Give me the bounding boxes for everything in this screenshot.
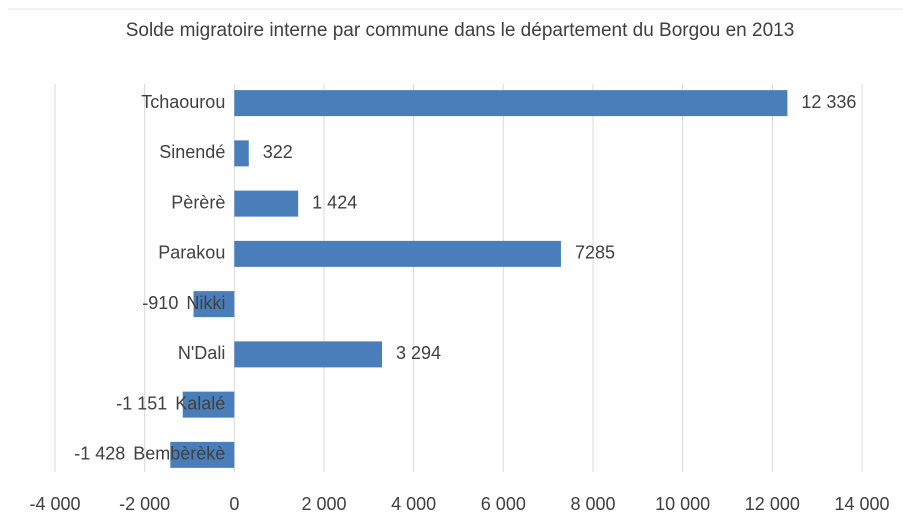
chart-title: Solde migratoire interne par commune dan… xyxy=(125,20,795,41)
bar xyxy=(182,391,235,418)
data-label: 12 336 xyxy=(801,92,856,112)
bar xyxy=(234,190,299,217)
y-tick-label: Parakou xyxy=(158,243,225,263)
data-label: 322 xyxy=(263,142,293,162)
x-tick-label: 2 000 xyxy=(301,494,346,514)
y-tick-label: Sinendé xyxy=(159,142,225,162)
data-label: 3 294 xyxy=(396,343,441,363)
y-tick-label: Bembèrèkè xyxy=(133,444,225,464)
bar xyxy=(234,341,383,368)
data-label: -1 428 xyxy=(74,444,125,464)
x-tick-label: 6 000 xyxy=(481,494,526,514)
data-label: 1 424 xyxy=(312,192,357,212)
bar xyxy=(234,90,788,117)
y-tick-label: Nikki xyxy=(186,293,225,313)
x-tick-label: 14 000 xyxy=(834,494,889,514)
bar xyxy=(170,441,235,468)
x-tick-label: 12 000 xyxy=(745,494,800,514)
x-tick-label: 4 000 xyxy=(391,494,436,514)
y-tick-label: N'Dali xyxy=(178,343,225,363)
data-label: 7285 xyxy=(575,243,615,263)
bar xyxy=(234,240,561,267)
y-tick-label: Tchaourou xyxy=(141,92,225,112)
y-tick-label: Kalalé xyxy=(175,393,225,413)
x-tick-label: 10 000 xyxy=(655,494,710,514)
bar xyxy=(193,291,235,318)
x-tick-label: -4 000 xyxy=(29,494,80,514)
data-label: -1 151 xyxy=(116,393,167,413)
data-label: -910 xyxy=(142,293,178,313)
x-tick-label: 0 xyxy=(229,494,239,514)
y-tick-label: Pèrèrè xyxy=(171,192,225,212)
x-tick-label: -2 000 xyxy=(119,494,170,514)
x-tick-label: 8 000 xyxy=(570,494,615,514)
bar xyxy=(234,140,249,167)
